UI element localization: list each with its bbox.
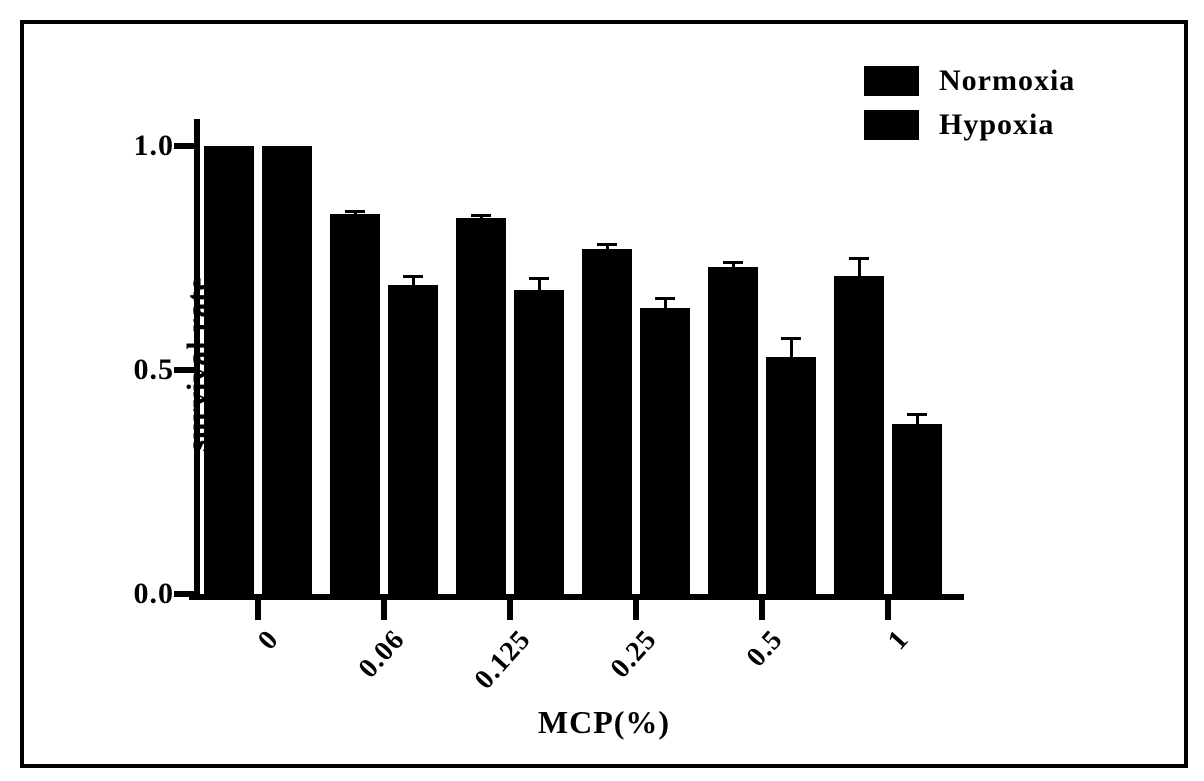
x-tick (759, 600, 765, 620)
errorbar-cap (529, 277, 549, 280)
y-tick (174, 591, 194, 597)
legend: Normoxia Hypoxia (864, 64, 1124, 152)
errorbar-cap (403, 275, 423, 278)
x-tick (381, 600, 387, 620)
y-tick-label: 0.5 (104, 353, 174, 387)
y-axis-label-line2: (%) (214, 338, 247, 391)
x-tick-label: 0.125 (468, 624, 537, 696)
legend-item-hypoxia: Hypoxia (864, 108, 1124, 142)
errorbar-cap (655, 297, 675, 300)
errorbar-cap (723, 261, 743, 264)
bar-normoxia (582, 249, 632, 594)
legend-item-normoxia: Normoxia (864, 64, 1124, 98)
errorbar-cap (345, 210, 365, 213)
x-tick (507, 600, 513, 620)
x-tick-label: 0.25 (605, 624, 664, 685)
bar-normoxia (834, 276, 884, 594)
x-axis-line (189, 594, 964, 600)
x-tick-label: 0 (252, 624, 286, 657)
bar-hypoxia (892, 424, 942, 594)
bar-hypoxia (640, 308, 690, 594)
legend-swatch-icon (864, 110, 919, 140)
errorbar-cap (471, 214, 491, 217)
bar-normoxia (330, 214, 380, 594)
legend-label: Normoxia (939, 64, 1075, 98)
x-tick (633, 600, 639, 620)
y-tick-label: 0.0 (104, 577, 174, 611)
chart: 0.0 0.5 1.0 0 0.06 0.125 0.25 0.5 1 survival ra… (24, 24, 1184, 764)
x-tick-label: 0.06 (353, 624, 412, 685)
plot-area (194, 124, 954, 594)
x-tick-label: 1 (882, 624, 916, 657)
y-axis-label-line1: survival rate (181, 276, 214, 451)
bar-hypoxia (262, 146, 312, 594)
errorbar-cap (849, 257, 869, 260)
errorbar-stem (790, 339, 793, 357)
x-tick-label: 0.5 (741, 624, 790, 674)
y-tick (174, 143, 194, 149)
bar-hypoxia (514, 290, 564, 594)
legend-label: Hypoxia (939, 108, 1054, 142)
bar-normoxia (456, 218, 506, 594)
chart-frame: 0.0 0.5 1.0 0 0.06 0.125 0.25 0.5 1 survival ra… (20, 20, 1188, 768)
errorbar-cap (597, 243, 617, 246)
x-tick (255, 600, 261, 620)
legend-swatch-icon (864, 66, 919, 96)
y-tick-label: 1.0 (104, 129, 174, 163)
errorbar-cap (781, 337, 801, 340)
errorbar-stem (538, 278, 541, 289)
x-axis-label: MCP(%) (24, 704, 1184, 741)
bar-hypoxia (766, 357, 816, 594)
errorbar-stem (858, 258, 861, 276)
errorbar-cap (907, 413, 927, 416)
y-axis-label: survival rate (%) (181, 214, 247, 514)
bar-normoxia (708, 267, 758, 594)
x-tick (885, 600, 891, 620)
bar-hypoxia (388, 285, 438, 594)
